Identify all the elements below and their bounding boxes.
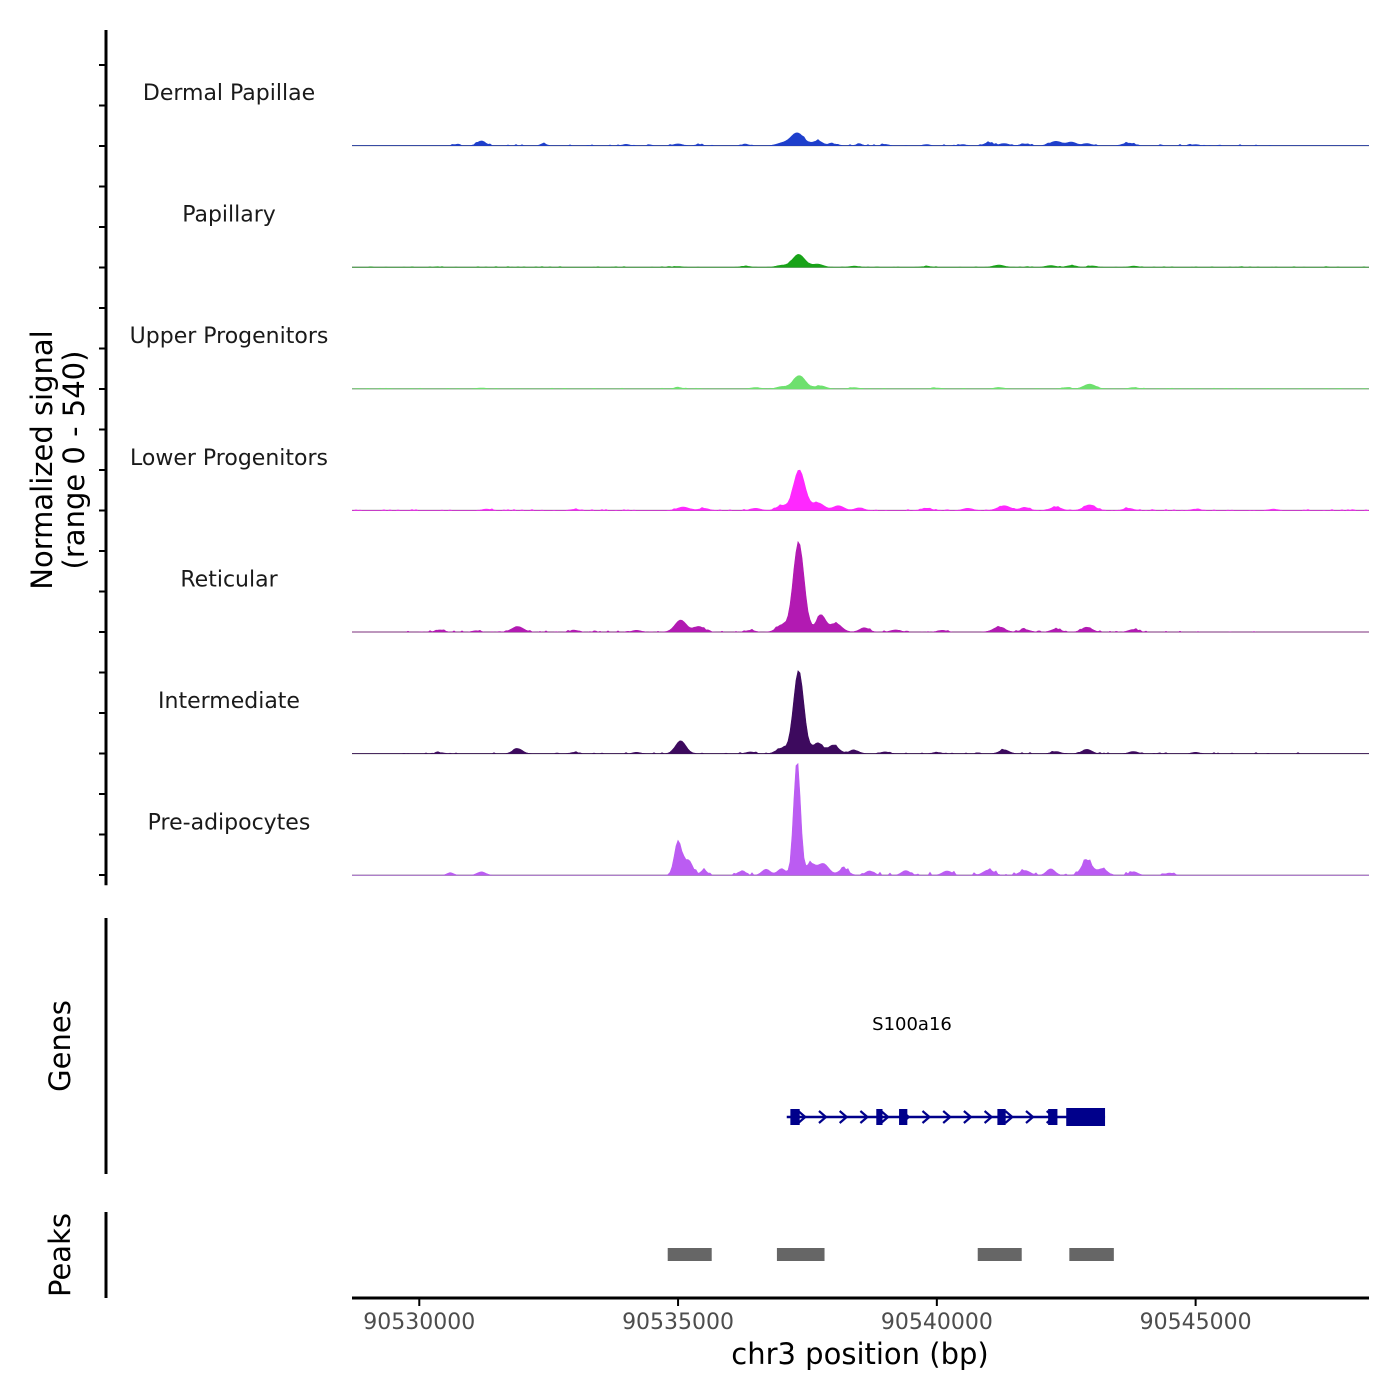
- y-axis-title-line1: Normalized signal: [25, 330, 59, 589]
- strand-arrow: [963, 1110, 973, 1124]
- gene-exon: [997, 1109, 1006, 1125]
- gene-name-label: S100a16: [872, 1014, 952, 1035]
- strand-arrow: [818, 1110, 828, 1124]
- peaks-panel-label: Peaks: [43, 1213, 77, 1297]
- gene-model: [786, 1108, 1106, 1126]
- strand-arrow: [797, 1110, 807, 1124]
- coverage-area: [352, 540, 1369, 633]
- track-label: Intermediate: [158, 689, 300, 714]
- gene-exon: [1066, 1108, 1106, 1126]
- peaks-panel: Peaks: [43, 1212, 1114, 1298]
- track-lower-progenitors: Lower Progenitors: [130, 446, 1369, 511]
- strand-arrow: [1025, 1110, 1035, 1124]
- track-label: Reticular: [180, 567, 278, 592]
- strand-arrow: [859, 1110, 870, 1124]
- y-axis-title: Normalized signal (range 0 - 540): [25, 330, 91, 589]
- x-axis: 90530000 90535000 90540000 90545000 chr3 po…: [352, 1296, 1369, 1371]
- x-axis-ticks: 90530000 90535000 90540000 90545000: [363, 1298, 1252, 1335]
- coverage-area: [352, 253, 1369, 268]
- coverage-area: [352, 469, 1369, 511]
- strand-arrow: [1004, 1110, 1014, 1124]
- gene-exon: [899, 1109, 908, 1125]
- coverage-y-axis: [99, 30, 108, 886]
- track-label: Pre-adipocytes: [148, 811, 311, 836]
- x-tick-label: 90545000: [1140, 1310, 1252, 1335]
- track-pre-adipocytes: Pre-adipocytes: [148, 762, 1369, 876]
- strand-arrow: [880, 1110, 890, 1124]
- strand-arrow: [942, 1110, 952, 1124]
- track-intermediate: Intermediate: [158, 670, 1369, 755]
- x-tick-label: 90535000: [622, 1310, 734, 1335]
- x-tick-label: 90530000: [363, 1310, 475, 1335]
- y-axis-title-line2: (range 0 - 540): [57, 351, 91, 570]
- coverage-area: [352, 670, 1369, 754]
- gene-exon: [1048, 1109, 1058, 1125]
- track-reticular: Reticular: [180, 540, 1369, 633]
- strand-arrow: [921, 1110, 932, 1124]
- coverage-area: [352, 375, 1369, 390]
- coverage-area: [352, 132, 1369, 146]
- peak-regions: [667, 1248, 1114, 1261]
- track-upper-progenitors: Upper Progenitors: [130, 324, 1369, 390]
- x-axis-title: chr3 position (bp): [731, 1337, 988, 1371]
- coverage-area: [352, 762, 1369, 876]
- gene-exon: [790, 1109, 800, 1125]
- track-label: Lower Progenitors: [130, 446, 328, 471]
- track-label: Papillary: [182, 203, 276, 228]
- genes-panel: Genes S100a16: [43, 918, 1106, 1174]
- strand-arrow: [983, 1110, 994, 1124]
- track-label: Upper Progenitors: [130, 324, 329, 349]
- peak-region: [667, 1248, 712, 1261]
- peak-region: [776, 1248, 825, 1261]
- strand-arrow: [838, 1110, 849, 1124]
- gene-exon: [876, 1109, 883, 1125]
- x-tick-label: 90540000: [881, 1310, 993, 1335]
- peak-region: [1069, 1248, 1114, 1261]
- track-papillary: Papillary: [182, 203, 1369, 268]
- peak-region: [977, 1248, 1022, 1261]
- track-label: Dermal Papillae: [143, 81, 315, 106]
- track-dermal-papillae: Dermal Papillae: [143, 81, 1369, 147]
- coverage-tracks: Dermal Papillae Papillary Upper Progenitor…: [130, 81, 1369, 876]
- genes-panel-label: Genes: [43, 1000, 77, 1092]
